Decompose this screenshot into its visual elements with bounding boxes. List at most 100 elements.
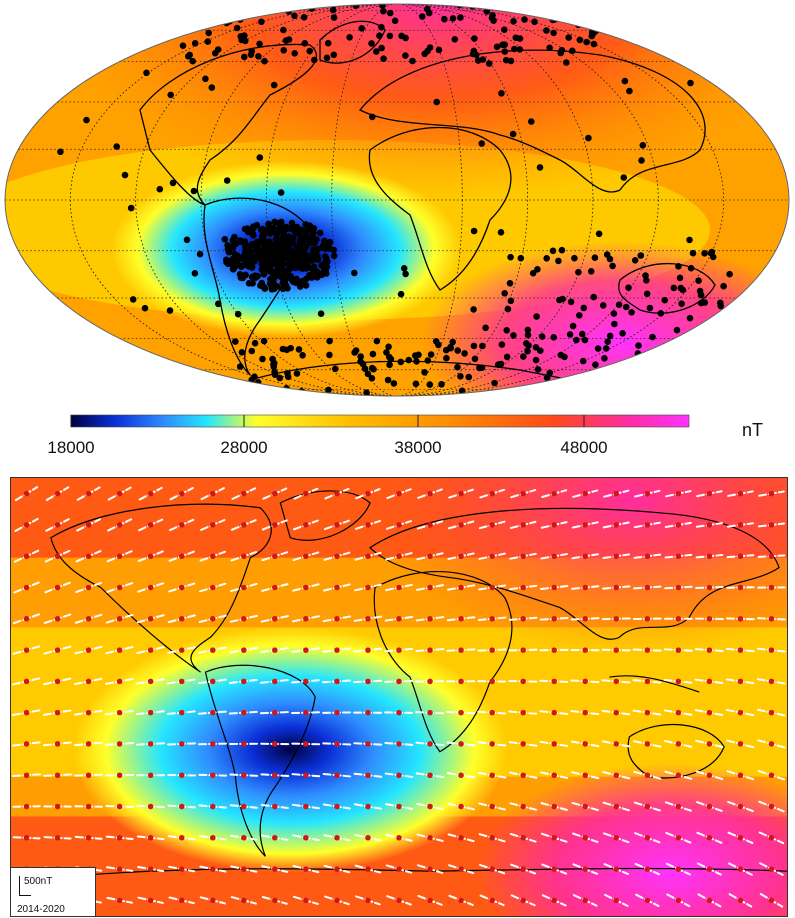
grid-point (334, 584, 340, 591)
observation-point (276, 374, 284, 382)
grid-point (54, 647, 61, 653)
grid-point (427, 897, 433, 904)
observation-point (281, 226, 289, 233)
observation-point (696, 287, 704, 295)
grid-point (582, 678, 589, 685)
observation-point (285, 36, 293, 43)
observation-point (323, 54, 331, 62)
observation-point (595, 230, 603, 238)
observation-point (233, 24, 241, 32)
grid-point (675, 803, 682, 810)
observation-point (701, 250, 708, 257)
observation-point (321, 237, 328, 245)
observation-point (524, 331, 532, 339)
grid-point (54, 803, 61, 810)
grid-point (85, 803, 92, 810)
top-map-border (4, 3, 790, 397)
observation-point (405, 356, 413, 364)
grid-point (54, 678, 61, 685)
observation-point (652, 350, 660, 358)
grid-point (520, 490, 526, 497)
grid-point (116, 866, 123, 872)
observation-point (590, 40, 598, 48)
grid-point (706, 772, 713, 779)
grid-point (582, 615, 589, 622)
grid-point (241, 647, 247, 653)
observation-point (424, 357, 432, 364)
observation-point (611, 320, 618, 328)
observation-point (181, 22, 189, 29)
observation-point (583, 16, 590, 24)
grid-point (334, 866, 340, 872)
observation-point (277, 189, 285, 196)
grid-point (209, 678, 216, 685)
observation-point (621, 77, 629, 85)
grid-point (303, 709, 309, 716)
observation-point (470, 342, 478, 350)
grid-point (551, 678, 557, 685)
grid-point (458, 741, 464, 747)
grid-point (116, 553, 123, 560)
observation-point (121, 171, 129, 179)
grid-point (675, 615, 682, 622)
observation-point (510, 18, 517, 25)
grid-point (147, 490, 154, 497)
observation-point (397, 358, 405, 366)
grid-point (272, 741, 278, 747)
bottom-map-south-atlantic-anomaly (11, 478, 787, 916)
observation-point (501, 26, 508, 33)
grid-point (209, 803, 216, 810)
grid-point (613, 897, 620, 904)
grid-point (303, 897, 309, 904)
observation-point (676, 274, 684, 282)
grid-point (737, 897, 744, 904)
observation-point (238, 263, 245, 271)
observation-point (293, 370, 301, 377)
grid-point (489, 803, 495, 810)
observation-point (57, 148, 64, 156)
grid-point (551, 772, 557, 779)
observation-point (576, 36, 584, 44)
observation-point (249, 230, 257, 237)
grid-point (489, 866, 495, 872)
grid-point (178, 834, 185, 841)
observation-point (291, 12, 298, 20)
observation-point (510, 332, 517, 339)
observation-point (478, 140, 486, 147)
observation-point (493, 43, 501, 51)
observation-point (324, 258, 331, 265)
observation-point (254, 379, 262, 386)
observation-point (314, 252, 321, 260)
observation-point (260, 337, 268, 345)
grid-point (209, 866, 216, 872)
grid-point (582, 709, 589, 716)
observation-point (326, 351, 333, 359)
grid-point (675, 834, 682, 841)
observation-point (424, 47, 431, 55)
grid-point (365, 741, 371, 747)
grid-point (365, 866, 371, 872)
grid-point (365, 553, 371, 560)
grid-point (551, 584, 557, 591)
grid-point (54, 834, 61, 841)
top-map-south-atlantic-anomaly (5, 4, 789, 396)
grid-point (427, 553, 433, 560)
grid-point (303, 490, 309, 497)
observation-point (572, 10, 579, 18)
grid-point (272, 584, 278, 591)
grid-point (116, 584, 123, 591)
observation-point (555, 257, 562, 265)
observation-point (253, 221, 261, 229)
grid-point (582, 803, 589, 810)
top-coastlines (139, 20, 716, 396)
observation-point (502, 56, 510, 64)
observation-point (270, 81, 278, 89)
grid-point (54, 553, 61, 560)
observation-point (571, 375, 578, 382)
grid-point (706, 490, 713, 497)
grid-point (209, 834, 216, 841)
observation-point (166, 307, 174, 314)
grid-point (582, 897, 589, 904)
grid-point (582, 772, 589, 779)
observation-point (386, 32, 394, 40)
